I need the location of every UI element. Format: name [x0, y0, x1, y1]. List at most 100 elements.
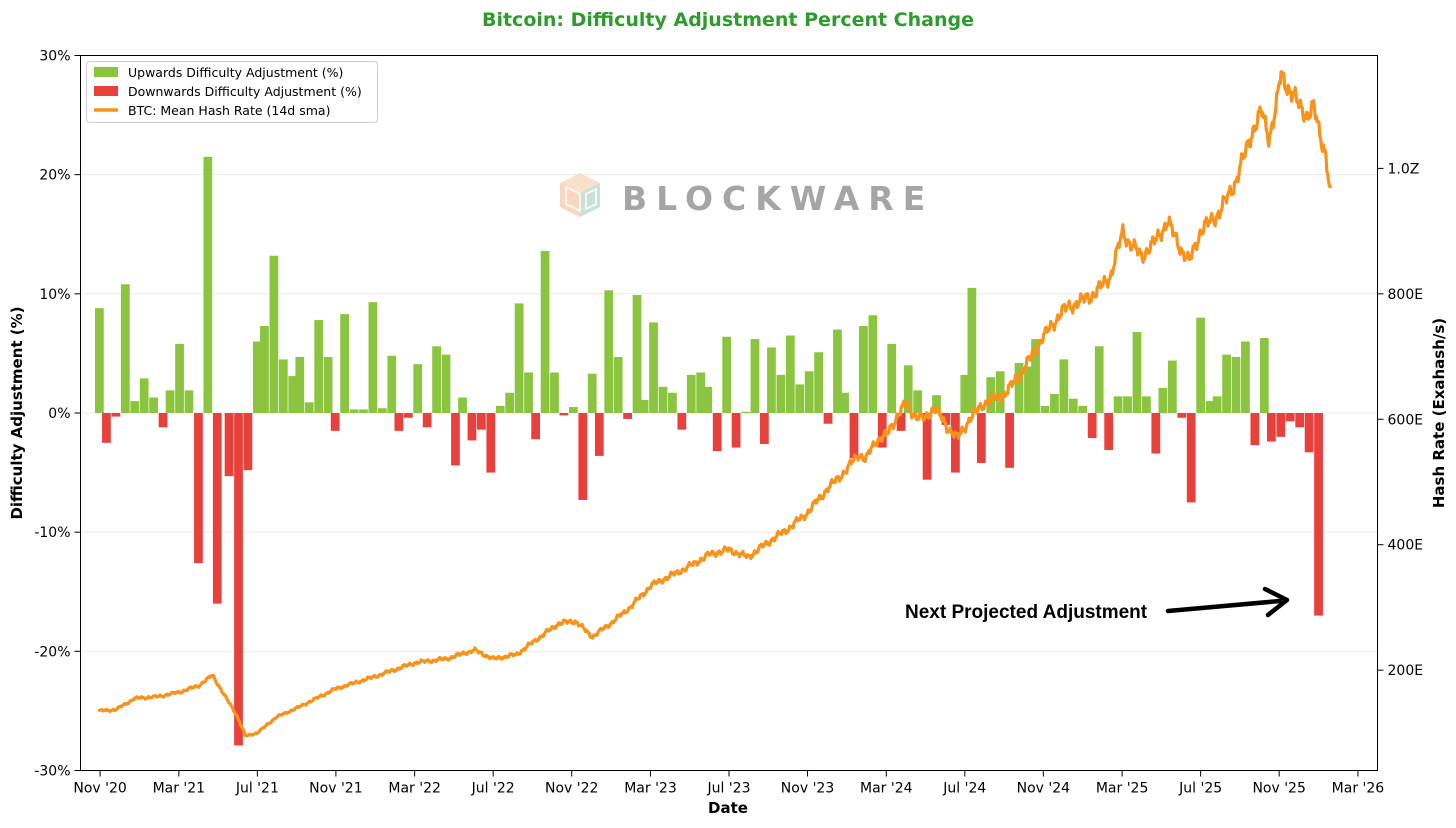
bar-up	[349, 409, 359, 413]
bar-up	[550, 372, 559, 413]
x-tick-label: Jul '21	[235, 781, 279, 797]
bar-up	[741, 411, 750, 413]
bar-down	[941, 413, 951, 425]
watermark: BLOCKWARE	[560, 173, 925, 218]
bar-down	[877, 413, 887, 448]
bar-down	[194, 413, 203, 564]
bar-up	[1094, 346, 1104, 413]
bar-up	[722, 336, 732, 413]
bar-down	[594, 413, 604, 456]
bar-up	[1078, 405, 1088, 413]
bar-down	[759, 413, 769, 444]
bar-up	[887, 343, 897, 413]
annotation-arrowhead-icon	[1262, 586, 1290, 618]
bar-up	[1167, 360, 1177, 413]
bar-down	[467, 413, 477, 441]
bar-down	[102, 413, 111, 443]
bar-up	[1196, 317, 1206, 413]
legend-swatch-downwards	[94, 86, 118, 96]
bar-up	[1123, 396, 1132, 413]
bar-down	[951, 413, 960, 473]
bar-up	[139, 378, 149, 413]
bar-down	[403, 413, 413, 418]
bar-up	[1059, 359, 1069, 413]
bar-down	[1285, 413, 1295, 422]
bar-up	[804, 371, 814, 413]
bar-down	[234, 413, 243, 746]
x-tick-label: Nov '25	[1252, 781, 1305, 797]
bar-down	[111, 413, 121, 417]
bar-up	[913, 390, 923, 413]
bar-up	[658, 386, 668, 413]
bar-up	[505, 392, 515, 413]
bar-up	[495, 405, 505, 413]
bar-down	[922, 413, 932, 480]
bar-down	[477, 413, 486, 430]
bar-up	[340, 314, 349, 413]
bar-up	[130, 401, 140, 413]
hash-rate-line-group	[97, 70, 1332, 738]
bar-up	[1014, 362, 1024, 413]
x-tick-label: Mar '25	[1096, 781, 1149, 797]
bar-down	[677, 413, 687, 430]
bar-up	[967, 287, 977, 413]
y-left-axis-ticks: 30% 20% 10% 0% -10% -20% -30%	[34, 49, 81, 780]
bar-up	[932, 395, 941, 414]
y-left-tick-label: 20%	[39, 168, 70, 184]
legend-label-upwards: Upwards Difficulty Adjustment (%)	[128, 65, 343, 80]
bar-up	[368, 302, 378, 413]
bar-up	[314, 320, 324, 413]
annotation-text: Next Projected Adjustment	[905, 602, 1148, 623]
y-right-tick-label: 400E	[1388, 538, 1424, 554]
bar-up	[1024, 366, 1033, 413]
x-tick-label: Nov '22	[545, 781, 598, 797]
bar-up	[668, 392, 677, 413]
x-axis-title: Date	[708, 799, 748, 817]
bar-up	[686, 374, 696, 413]
bar-up	[269, 255, 279, 413]
bar-down	[1267, 413, 1276, 442]
bar-down	[1295, 413, 1305, 428]
bar-up	[1259, 337, 1269, 413]
bar-up	[568, 407, 578, 413]
annotation-arrow-icon	[1165, 598, 1283, 614]
bar-up	[377, 408, 387, 413]
y-right-tick-label: 600E	[1388, 412, 1424, 428]
bar-up	[387, 355, 397, 413]
bar-up	[795, 384, 805, 413]
bar-up	[524, 372, 533, 413]
bar-up	[840, 392, 849, 413]
bar-down	[212, 413, 222, 604]
y-left-tick-label: -10%	[34, 525, 70, 541]
bar-up	[703, 386, 713, 413]
bar-down	[1005, 413, 1014, 468]
x-tick-label: Mar '22	[388, 781, 441, 797]
bar-up	[785, 335, 795, 413]
bar-up	[1241, 341, 1250, 413]
bar-down	[623, 413, 632, 419]
bar-up	[413, 364, 423, 413]
difficulty-bars	[94, 156, 1323, 746]
bar-up	[613, 356, 623, 413]
bar-up	[1050, 393, 1059, 413]
bar-up	[632, 295, 642, 413]
bar-up	[1132, 331, 1142, 413]
bar-up	[278, 359, 288, 413]
y-left-tick-label: -30%	[34, 764, 70, 780]
bar-down	[976, 413, 986, 464]
bar-up	[776, 374, 786, 413]
bar-up	[304, 402, 314, 413]
bar-up	[458, 397, 467, 413]
bar-down	[1151, 413, 1161, 454]
bar-up	[165, 390, 175, 413]
bar-up	[649, 322, 658, 413]
bar-down	[422, 413, 432, 428]
x-tick-label: Mar '24	[860, 781, 913, 797]
bar-down	[849, 413, 859, 459]
bar-down	[1186, 413, 1196, 503]
bar-up	[295, 356, 305, 413]
legend-box	[86, 61, 378, 123]
bar-up	[833, 329, 842, 413]
chart-title: Bitcoin: Difficulty Adjustment Percent C…	[482, 9, 974, 31]
bar-up	[960, 374, 970, 413]
